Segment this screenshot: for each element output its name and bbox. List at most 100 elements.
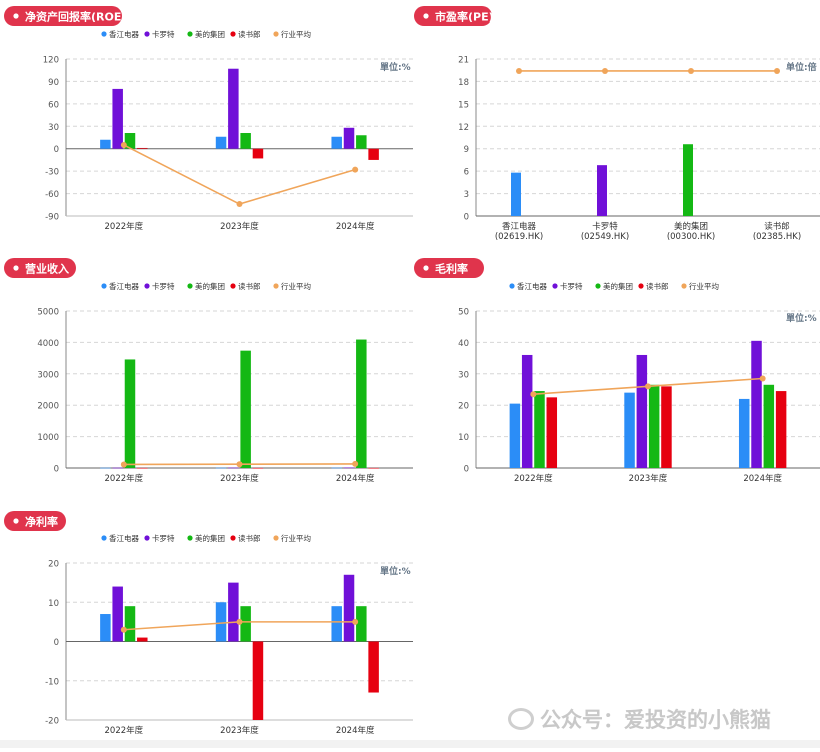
legend-label: 读书郎 bbox=[238, 281, 261, 291]
x-tick-label: 美的集团 bbox=[674, 221, 708, 232]
legend-marker-icon bbox=[595, 283, 601, 289]
bar bbox=[751, 340, 762, 468]
chart-title-badge bbox=[4, 258, 76, 278]
avg-point bbox=[645, 383, 651, 390]
x-tick-label: 2022年度 bbox=[105, 725, 144, 736]
y-tick-label: 0 bbox=[54, 145, 59, 155]
chart-title-badge bbox=[414, 258, 484, 278]
legend-label: 香江电器 bbox=[109, 533, 139, 543]
x-tick-label: (02549.HK) bbox=[581, 232, 629, 242]
badge-dot-icon bbox=[423, 265, 429, 271]
unit-label: 单位:倍 bbox=[786, 61, 817, 73]
x-tick-label: 2024年度 bbox=[336, 725, 375, 736]
avg-point bbox=[774, 67, 780, 74]
legend-label: 卡罗特 bbox=[152, 533, 175, 543]
y-tick-label: 20 bbox=[48, 560, 59, 570]
avg-point bbox=[530, 391, 537, 398]
legend-marker-icon bbox=[101, 535, 107, 541]
legend-label: 美的集团 bbox=[603, 281, 633, 291]
bar bbox=[661, 386, 672, 468]
legend-marker-icon bbox=[509, 283, 515, 289]
legend-marker-icon bbox=[144, 31, 150, 37]
y-tick-label: 20 bbox=[458, 402, 469, 412]
bar bbox=[356, 339, 367, 468]
avg-point bbox=[352, 460, 359, 467]
legend-label: 香江电器 bbox=[517, 281, 547, 291]
avg-point bbox=[120, 141, 127, 148]
avg-point bbox=[120, 461, 127, 468]
y-tick-label: 120 bbox=[43, 56, 59, 66]
bar bbox=[343, 467, 355, 469]
x-tick-label: (02385.HK) bbox=[753, 232, 801, 242]
legend-label: 卡罗特 bbox=[152, 29, 175, 39]
legend-label: 读书郎 bbox=[646, 281, 669, 291]
legend-marker-icon bbox=[101, 31, 107, 37]
chart-title-badge bbox=[4, 511, 66, 531]
y-tick-label: 40 bbox=[458, 339, 469, 349]
legend-marker-icon bbox=[187, 535, 193, 541]
y-tick-label: 6 bbox=[464, 168, 469, 178]
legend-label: 香江电器 bbox=[109, 281, 139, 291]
legend-marker-icon bbox=[273, 535, 279, 541]
y-tick-label: 0 bbox=[54, 638, 59, 648]
chart-title-badge bbox=[414, 6, 492, 26]
y-tick-label: 1000 bbox=[37, 433, 59, 443]
bar bbox=[228, 582, 239, 642]
x-tick-label: 2024年度 bbox=[336, 221, 375, 232]
y-tick-label: 3 bbox=[464, 190, 469, 200]
badge-dot-icon bbox=[423, 13, 429, 19]
x-tick-label: 2024年度 bbox=[743, 473, 782, 484]
legend-marker-icon bbox=[230, 31, 236, 37]
avg-point bbox=[602, 67, 608, 74]
legend-label: 行业平均 bbox=[281, 29, 311, 39]
bar bbox=[124, 359, 136, 468]
bar bbox=[597, 165, 607, 216]
bar bbox=[215, 602, 227, 642]
y-tick-label: 10 bbox=[48, 599, 59, 609]
chart-title: 净利率 bbox=[25, 515, 58, 529]
y-tick-label: 0 bbox=[464, 465, 469, 475]
bar bbox=[240, 133, 251, 149]
bar bbox=[763, 384, 775, 468]
y-tick-label: 90 bbox=[48, 78, 59, 88]
y-tick-label: 9 bbox=[464, 145, 469, 155]
chart-title: 净资产回报率(ROE) bbox=[25, 10, 126, 24]
y-tick-label: 4000 bbox=[37, 339, 59, 349]
bar bbox=[240, 350, 251, 468]
x-tick-label: 卡罗特 bbox=[592, 221, 618, 232]
bar bbox=[331, 467, 342, 469]
bar bbox=[137, 467, 148, 469]
legend-label: 读书郎 bbox=[238, 533, 261, 543]
legend-marker-icon bbox=[101, 283, 107, 289]
bar bbox=[356, 606, 367, 642]
wechat-icon bbox=[508, 708, 534, 730]
bar bbox=[368, 467, 379, 469]
avg-point bbox=[236, 201, 243, 208]
chart-title: 营业收入 bbox=[25, 262, 69, 276]
avg-point bbox=[352, 166, 359, 173]
legend-label: 香江电器 bbox=[109, 29, 139, 39]
y-tick-label: 15 bbox=[458, 100, 469, 110]
legend-marker-icon bbox=[144, 283, 150, 289]
bar bbox=[100, 467, 111, 469]
legend-label: 行业平均 bbox=[281, 533, 311, 543]
unit-label: 單位:% bbox=[786, 312, 817, 324]
legend-label: 美的集团 bbox=[195, 533, 225, 543]
avg-point bbox=[516, 67, 522, 74]
bar bbox=[624, 392, 635, 468]
legend-marker-icon bbox=[273, 31, 279, 37]
bar bbox=[100, 139, 111, 149]
legend-marker-icon bbox=[638, 283, 644, 289]
chart-title-badge bbox=[4, 6, 122, 26]
bar bbox=[648, 384, 660, 468]
bar bbox=[228, 467, 239, 469]
bar bbox=[252, 467, 264, 469]
x-tick-label: 2022年度 bbox=[105, 473, 144, 484]
bar bbox=[343, 127, 355, 149]
bar bbox=[137, 637, 148, 642]
